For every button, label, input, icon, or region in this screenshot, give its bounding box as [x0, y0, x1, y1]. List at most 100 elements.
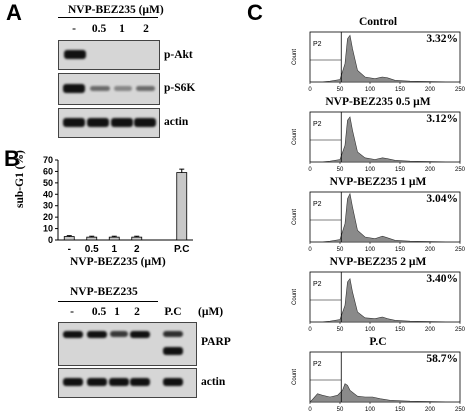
histogram-x-tick-label: 100	[365, 247, 376, 253]
histogram-x-tick-label: 200	[425, 407, 436, 413]
chart-ylabel: sub-G1 (%)	[14, 150, 26, 208]
band	[109, 378, 129, 386]
panel-a-lane-label: -	[72, 23, 76, 35]
blot-actin-a	[58, 108, 160, 138]
histogram-plot: P2 0 50 100 150 200 250 Count	[292, 111, 466, 173]
panel-a-treatment-header: NVP-BEZ235 (µM)	[68, 4, 164, 16]
panel-b-blot-header: NVP-BEZ235	[70, 286, 138, 298]
chart-bar	[86, 236, 98, 241]
band	[110, 331, 128, 337]
histogram-x-tick-label: 250	[455, 87, 466, 93]
blot-row-label: actin	[164, 116, 189, 128]
histogram-frame	[309, 111, 461, 163]
blot-row-label: p-S6K	[164, 82, 196, 94]
band	[163, 347, 183, 355]
histogram-x-tick-label: 150	[395, 247, 406, 253]
panel-a-header-underline	[58, 17, 158, 18]
histogram-y-label: Count	[292, 289, 298, 305]
panel-a-letter: A	[6, 0, 22, 25]
panel-b-blot-header-underline	[58, 301, 158, 302]
histogram-x-tick-label: 100	[365, 167, 376, 173]
histogram-x-tick-label: 0	[308, 327, 312, 333]
blot-parp	[58, 322, 197, 366]
histogram-y-label: Count	[292, 49, 298, 65]
histogram-title: P.C	[369, 336, 387, 348]
gate-label: P2	[313, 361, 322, 368]
band	[63, 331, 83, 338]
histogram-x-tick-label: 250	[455, 247, 466, 253]
histogram-x-tick-label: 150	[395, 407, 406, 413]
histogram-frame	[309, 191, 461, 243]
panel-a-lane-label: 0.5	[91, 23, 107, 35]
panel-b-lane-label: 2	[134, 306, 140, 318]
histogram-x-tick-label: 50	[337, 87, 344, 93]
histogram-frame	[309, 31, 461, 83]
chart-x-tick-label: P.C	[174, 244, 189, 255]
gate-label: P2	[313, 121, 322, 128]
chart-x-tick-label: 2	[134, 244, 140, 255]
band	[63, 378, 83, 386]
histogram-x-tick-label: 150	[395, 327, 406, 333]
histogram-x-tick-label: 0	[308, 247, 312, 253]
band	[136, 86, 155, 91]
histogram-x-tick-label: 100	[365, 87, 376, 93]
band	[163, 378, 183, 386]
band	[63, 118, 85, 127]
histogram-distribution	[310, 116, 461, 163]
histogram-x-tick-label: 200	[425, 87, 436, 93]
blot-actin-b	[58, 368, 197, 398]
histogram-x-tick-label: 50	[337, 247, 344, 253]
band	[64, 50, 86, 59]
band	[87, 331, 107, 338]
band	[114, 86, 132, 91]
chart-bar	[176, 172, 188, 241]
blot-row-label: actin	[201, 376, 226, 388]
chart-bar	[63, 236, 75, 241]
flow-histogram: P.C P2 0 50 100 150 200 250 Count 58.7%	[288, 336, 468, 413]
histogram-plot: P2 0 50 100 150 200 250 Count	[292, 191, 466, 253]
band	[63, 84, 85, 93]
band	[111, 118, 133, 127]
flow-histogram: Control P2 0 50 100 150 200 250 Count 3.32%	[288, 16, 468, 93]
histogram-x-tick-label: 250	[455, 327, 466, 333]
histogram-x-tick-label: 0	[308, 167, 312, 173]
histogram-x-tick-label: 200	[425, 247, 436, 253]
chart-y-tick-label: 70	[43, 155, 53, 165]
blot-row-label: p-Akt	[164, 49, 193, 61]
flow-histogram: NVP-BEZ235 0.5 µM P2 0 50 100 150 200 250 Count 3…	[288, 96, 468, 173]
panel-c-letter: C	[247, 0, 263, 25]
chart-y-tick-label: 0	[48, 235, 53, 245]
histogram-title: Control	[358, 16, 398, 28]
histogram-distribution	[310, 34, 461, 83]
chart-x-tick-label: 1	[111, 244, 117, 255]
histogram-y-label: Count	[292, 129, 298, 145]
histogram-plot: P2 0 50 100 150 200 250 Count	[292, 31, 466, 93]
histogram-x-tick-label: 250	[455, 167, 466, 173]
histogram-x-tick-label: 150	[395, 167, 406, 173]
histogram-y-label: Count	[292, 369, 298, 385]
chart-y-tick-label: 20	[43, 212, 53, 222]
chart-xlabel: NVP-BEZ235 (µM)	[70, 256, 166, 268]
flow-histogram: NVP-BEZ235 1 µM P2 0 50 100 150 200 250 Count 3.0…	[288, 176, 468, 253]
flow-histogram: NVP-BEZ235 2 µM P2 0 50 100 150 200 250 Count 3.4…	[288, 256, 468, 333]
panel-b-lane-label: -	[70, 306, 74, 318]
chart-y-tick-label: 40	[43, 189, 53, 199]
chart-x-tick-label: -	[68, 244, 71, 255]
band	[163, 331, 183, 337]
gate-label: P2	[313, 41, 322, 48]
band	[87, 118, 109, 127]
chart-y-tick-label: 30	[43, 201, 53, 211]
panel-b-lane-label: 0.5	[91, 306, 107, 318]
histogram-frame	[309, 271, 461, 323]
chart-bar	[131, 236, 143, 241]
histogram-title: NVP-BEZ235 2 µM	[329, 256, 427, 268]
histogram-x-tick-label: 50	[337, 407, 344, 413]
sub-g1-percentage: 3.40%	[426, 273, 458, 285]
band	[87, 378, 107, 386]
histogram-x-tick-label: 250	[455, 407, 466, 413]
histogram-title: NVP-BEZ235 1 µM	[329, 176, 427, 188]
chart-y-tick-label: 60	[43, 166, 53, 176]
blot-p-s6k	[58, 73, 160, 105]
panel-b-letter: B	[4, 146, 20, 171]
